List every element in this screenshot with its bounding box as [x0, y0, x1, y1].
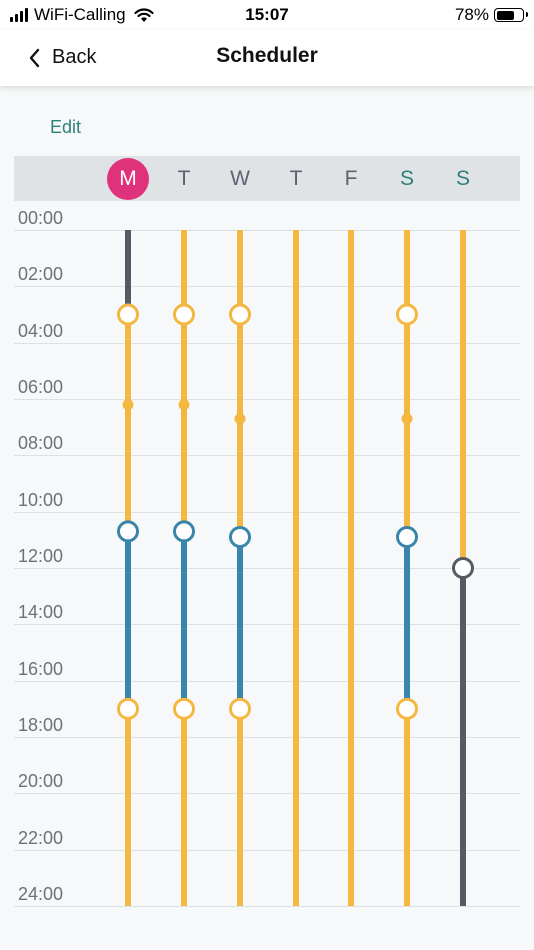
grid-line: [14, 568, 520, 569]
grid-line: [14, 399, 520, 400]
switch-point-handle[interactable]: [117, 520, 139, 543]
back-button[interactable]: Back: [28, 46, 96, 69]
grid-line: [14, 511, 520, 513]
day-5[interactable]: F: [329, 156, 373, 201]
switch-point-handle[interactable]: [396, 526, 418, 549]
day-1[interactable]: M: [106, 156, 150, 201]
midpoint-dot: [178, 399, 190, 411]
grid-line: [14, 680, 520, 682]
time-label: 20:00: [18, 771, 64, 792]
time-label: 04:00: [18, 320, 64, 341]
day-label: M: [107, 157, 149, 200]
status-bar: WiFi-Calling 15:07 78%: [0, 0, 534, 30]
carrier-label: WiFi-Calling: [34, 5, 126, 24]
day-label: S: [399, 166, 414, 190]
time-label: 00:00: [18, 208, 64, 228]
day-4[interactable]: T: [274, 156, 318, 201]
cellular-signal-icon: [10, 8, 28, 22]
navigation-bar: Back Scheduler: [0, 30, 534, 86]
grid-line: [14, 737, 520, 738]
clock: 15:07: [245, 5, 289, 24]
edit-button[interactable]: Edit: [50, 117, 82, 137]
time-label: 10:00: [18, 489, 64, 510]
grid-line: [14, 342, 520, 344]
midpoint-dot: [234, 413, 246, 425]
day-7[interactable]: S: [441, 156, 485, 201]
time-label: 02:00: [18, 264, 64, 285]
switch-point-handle[interactable]: [173, 303, 195, 326]
switch-point-handle[interactable]: [396, 303, 418, 326]
day-6[interactable]: S: [385, 156, 429, 201]
switch-point-handle[interactable]: [452, 557, 474, 579]
grid-line: [14, 849, 520, 851]
switch-point-handle[interactable]: [229, 697, 251, 720]
switch-point-handle[interactable]: [173, 697, 195, 720]
status-right: 78%: [454, 5, 528, 25]
day-3[interactable]: W: [218, 156, 262, 201]
grid-line: [14, 286, 520, 288]
grid-line: [14, 793, 520, 795]
switch-point-handle[interactable]: [229, 526, 251, 549]
midpoint-dot: [401, 413, 413, 425]
grid-line: [14, 624, 520, 626]
day-label: F: [344, 166, 358, 190]
switch-point-handle[interactable]: [117, 303, 139, 326]
time-label: 12:00: [18, 546, 64, 566]
switch-point-handle[interactable]: [396, 697, 418, 720]
time-label: 18:00: [18, 715, 64, 735]
battery-percent: 78%: [454, 5, 489, 24]
grid-line: [14, 455, 520, 457]
switch-point-handle[interactable]: [229, 303, 251, 326]
wifi-icon: [134, 7, 154, 22]
day-2[interactable]: T: [162, 156, 206, 201]
day-label: T: [177, 166, 191, 190]
time-label: 16:00: [18, 658, 64, 679]
chevron-left-icon: [29, 48, 40, 67]
grid-line: [14, 906, 520, 907]
back-label: Back: [52, 46, 97, 68]
switch-point-handle[interactable]: [173, 520, 195, 543]
time-label: 06:00: [18, 377, 64, 397]
day-label: S: [455, 166, 470, 190]
time-label: 24:00: [18, 884, 64, 904]
battery-icon: [494, 8, 528, 22]
grid-line: [14, 230, 520, 231]
midpoint-dot: [122, 399, 134, 411]
page-title: Scheduler: [216, 44, 318, 67]
day-label: T: [289, 166, 303, 190]
time-label: 08:00: [18, 433, 64, 454]
status-left: WiFi-Calling: [10, 5, 154, 25]
time-label: 22:00: [18, 827, 64, 848]
day-label: W: [230, 166, 250, 190]
switch-point-handle[interactable]: [117, 697, 139, 720]
time-label: 14:00: [18, 602, 64, 623]
